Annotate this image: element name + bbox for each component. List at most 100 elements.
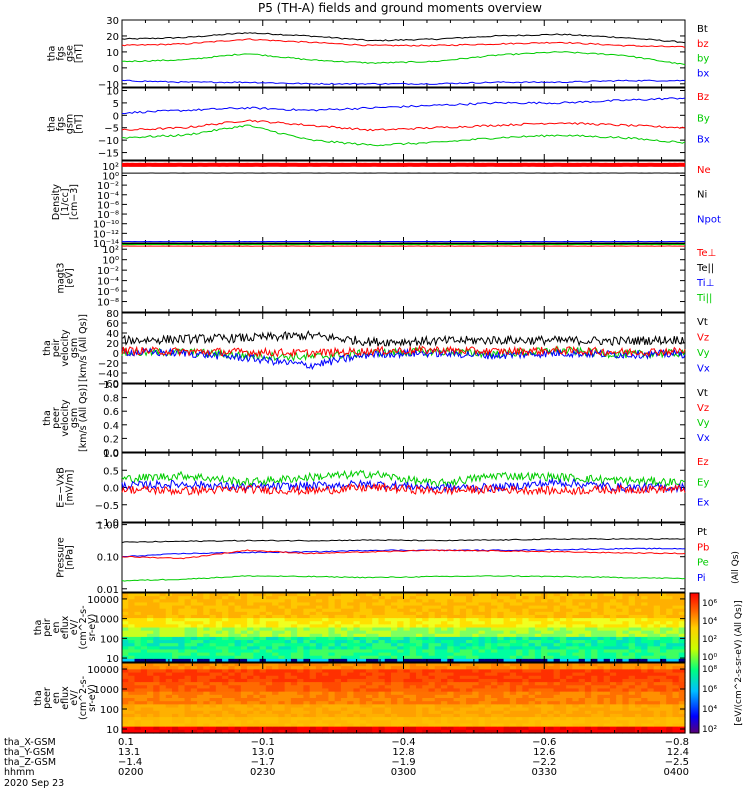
spectrogram-cell [290, 618, 298, 622]
spectrogram-cell [128, 701, 136, 705]
spectrogram-cell [340, 614, 348, 619]
spectrogram-cell [409, 655, 417, 660]
spectrogram-cell [259, 646, 267, 651]
spectrogram-cell [203, 704, 211, 709]
spectrogram-cell [566, 602, 573, 607]
spectrogram-cell [597, 704, 605, 709]
spectrogram-cell [397, 669, 405, 674]
spectrogram-cell [159, 599, 167, 604]
spectrogram-cell [259, 614, 267, 619]
spectrogram-cell [603, 649, 611, 654]
spectrogram-cell [365, 666, 373, 670]
spectrogram-cell [328, 658, 336, 663]
spectrogram-cell [215, 707, 223, 712]
spectrogram-cell [572, 608, 580, 613]
spectrogram-cell [172, 649, 179, 654]
spectrogram-cell [603, 720, 611, 725]
spectrogram-cell [672, 710, 680, 715]
spectrogram-cell [666, 685, 674, 690]
spectrogram-cell [641, 729, 649, 734]
spectrogram-cell [153, 655, 161, 660]
spectrogram-cell [453, 698, 461, 702]
spectrogram-cell [572, 688, 580, 693]
spectrogram-cell [234, 636, 242, 641]
spectrogram-cell [147, 672, 154, 677]
time-axis-value: −1.9 [391, 757, 415, 768]
spectrogram-cell [516, 596, 523, 600]
spectrogram-cell [641, 717, 649, 721]
spectrogram-cell [478, 636, 486, 641]
spectrogram-cell [322, 682, 330, 686]
spectrogram-cell [491, 685, 498, 690]
spectrogram-cell [122, 713, 129, 718]
spectrogram-cell [409, 688, 417, 693]
spectrogram-cell [215, 726, 223, 731]
spectrogram-cell [259, 636, 267, 641]
spectrogram-cell [597, 658, 605, 663]
spectrogram-cell [172, 658, 179, 663]
spectrogram-cell [384, 649, 392, 654]
spectrogram-cell [484, 649, 492, 654]
spectrogram-cell [184, 678, 192, 683]
spectrogram-cell [603, 636, 611, 641]
y-axis-label: velocity [60, 399, 71, 437]
spectrogram-cell [678, 666, 686, 670]
spectrogram-cell [403, 614, 411, 619]
spectrogram-cell [159, 663, 167, 667]
spectrogram-cell [265, 652, 273, 657]
spectrogram-cell [384, 713, 392, 718]
spectrogram-cell [566, 663, 573, 667]
spectrogram-cell [272, 640, 279, 644]
spectrogram-cell [365, 599, 373, 604]
spectrogram-cell [472, 666, 480, 670]
spectrogram-cell [334, 630, 342, 635]
legend-entry: Vy [697, 348, 710, 359]
spectrogram-cell [478, 698, 486, 702]
spectrogram-cell [309, 729, 317, 734]
spectrogram-cell [603, 643, 611, 647]
spectrogram-cell [247, 605, 254, 610]
time-axis-row-label: hhmm [4, 767, 35, 778]
spectrogram-cell [584, 698, 592, 702]
spectrogram-cell [622, 596, 630, 600]
spectrogram-cell [484, 646, 492, 651]
spectrogram-cell [616, 669, 624, 674]
spectrogram-cell [416, 663, 423, 667]
spectrogram-cell [453, 621, 461, 625]
spectrogram-cell [165, 655, 173, 660]
spectrogram-cell [365, 675, 373, 680]
spectrogram-cell [265, 729, 273, 734]
spectrogram-cell [447, 685, 455, 690]
spectrogram-cell [247, 602, 254, 607]
spectrogram-cell [597, 682, 605, 686]
spectrogram-cell [566, 675, 573, 680]
spectrogram-cell [472, 713, 480, 718]
spectrogram-cell [503, 704, 511, 709]
spectrogram-cell [365, 611, 373, 616]
spectrogram-cell [284, 636, 292, 641]
spectrogram-cell [128, 608, 136, 613]
spectrogram-cell [153, 717, 161, 721]
spectrogram-cell [128, 624, 136, 629]
spectrogram-cell [559, 717, 567, 721]
spectrogram-cell [472, 652, 480, 657]
spectrogram-cell [165, 675, 173, 680]
spectrogram-cell [159, 691, 167, 696]
spectrogram-cell [340, 717, 348, 721]
spectrogram-cell [628, 611, 636, 616]
spectrogram-cell [209, 646, 217, 651]
spectrogram-cell [190, 630, 198, 635]
colorbar-label: [eV/(cm^2-s-sr-eV) (All Qs)] [734, 600, 744, 725]
spectrogram-cell [616, 649, 624, 654]
spectrogram-cell [541, 694, 548, 699]
spectrogram-cell [553, 663, 561, 667]
spectrogram-cell [609, 614, 617, 619]
spectrogram-cell [641, 608, 649, 613]
spectrogram-cell [328, 621, 336, 625]
spectrogram-cell [378, 682, 386, 686]
spectrogram-cell [134, 723, 142, 728]
spectrogram-cell [547, 663, 555, 667]
spectrogram-cell [222, 649, 229, 654]
spectrogram-cell [347, 611, 355, 616]
spectrogram-cell [591, 688, 599, 693]
